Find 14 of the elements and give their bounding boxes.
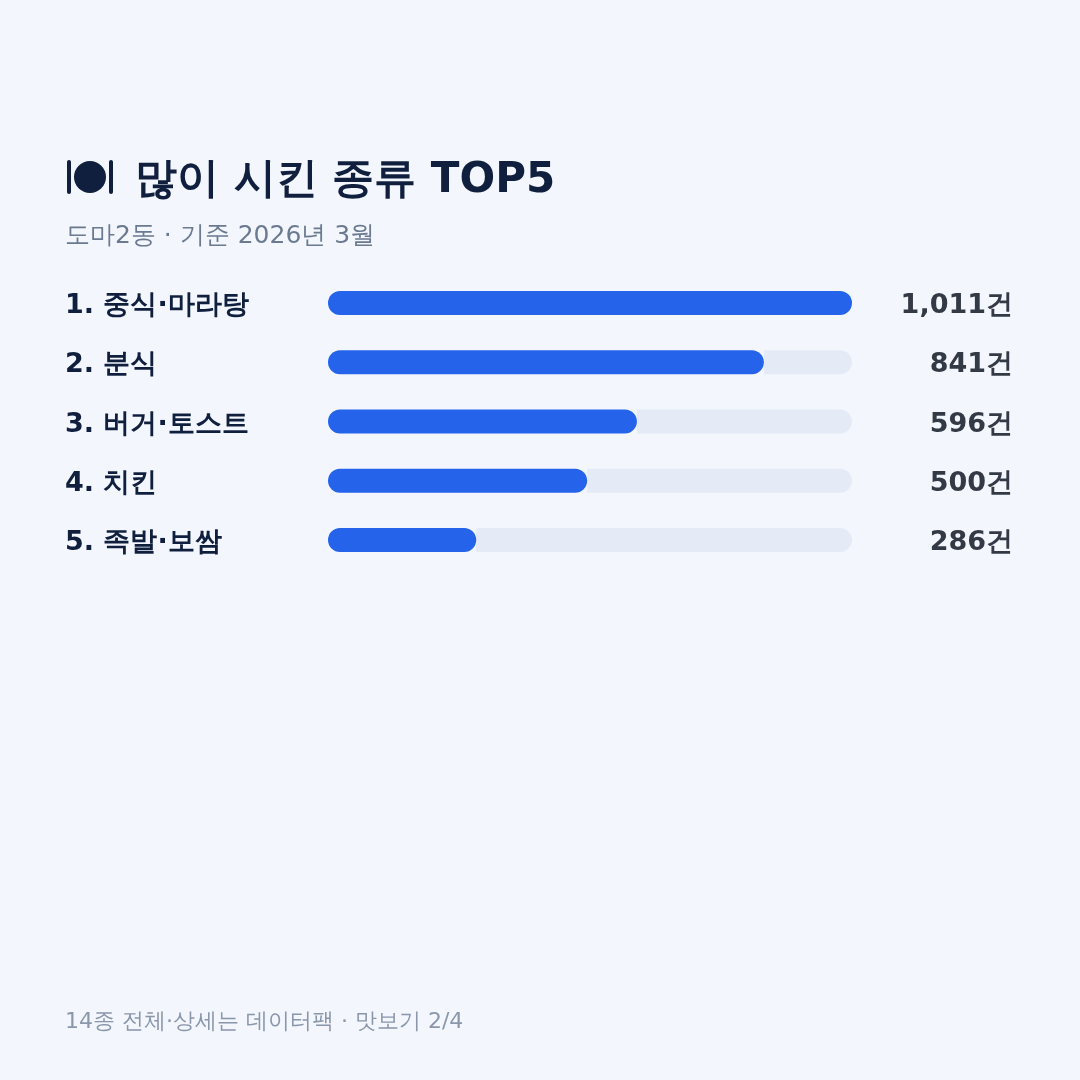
data-label: 1,011건	[900, 288, 1013, 319]
y-tick-label: 3. 버거·토스트	[65, 406, 249, 438]
bar	[328, 291, 852, 315]
data-label: 841건	[929, 347, 1013, 379]
y-tick-label: 1. 중식·마라탕	[65, 288, 249, 319]
y-tick-label: 5. 족발·보쌈	[65, 525, 222, 556]
y-tick-label: 4. 치킨	[65, 465, 158, 497]
data-label: 596건	[929, 406, 1013, 438]
text: 14종 전체·상세는 데이터팩 · 맛보기 2/4	[65, 1008, 464, 1033]
data-label: 500건	[929, 465, 1013, 497]
y-tick-label: 2. 분식	[65, 347, 158, 379]
chart-subtitle: 도마2동 · 기준 2026년 3월	[65, 220, 376, 249]
data-label: 286건	[929, 525, 1013, 556]
chart-title: 많이 시킨 종류 TOP5	[135, 153, 556, 202]
